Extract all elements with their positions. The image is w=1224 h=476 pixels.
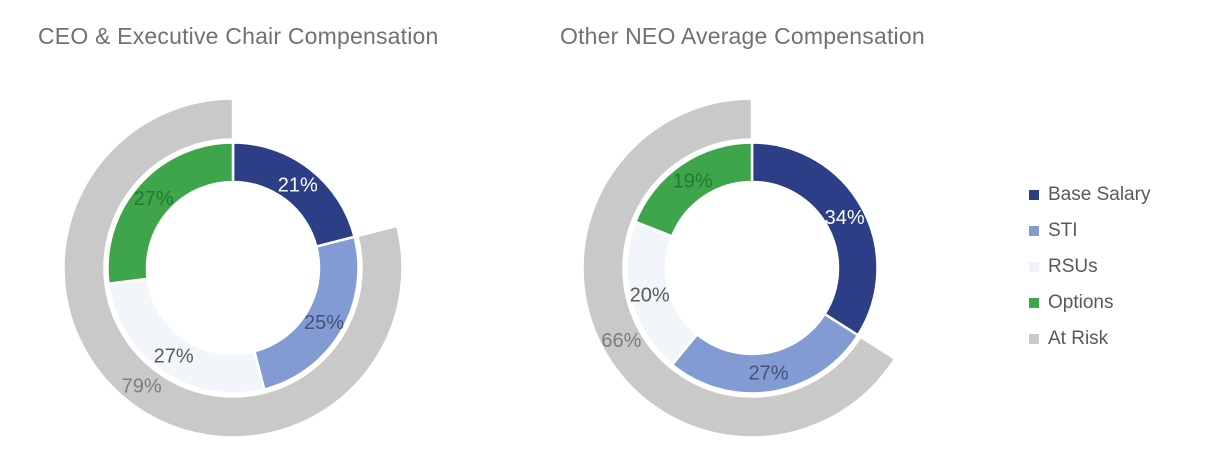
slice-label: 25% — [304, 312, 344, 334]
legend-item-rsus: RSUs — [1029, 249, 1150, 285]
at-risk-arc — [581, 97, 897, 439]
slice-label: 27% — [748, 362, 788, 384]
slice-label: 20% — [630, 284, 670, 306]
donut-slice-options — [633, 141, 754, 238]
legend-label-sti: STI — [1048, 220, 1078, 241]
slice-label: 27% — [154, 346, 194, 368]
legend-swatch-rsus-icon — [1029, 262, 1039, 272]
slice-label: 21% — [278, 174, 318, 196]
legend-label-at-risk: At Risk — [1048, 328, 1109, 349]
legend-item-base-salary: Base Salary — [1029, 177, 1150, 213]
slice-label: 19% — [673, 171, 713, 193]
legend-item-sti: STI — [1029, 213, 1150, 249]
donut-slice-options — [106, 141, 235, 286]
chart-title-ceo-exec-chair: CEO & Executive Chair Compensation — [38, 23, 439, 49]
slice-label: 66% — [601, 330, 641, 352]
legend-label-options: Options — [1048, 292, 1114, 313]
legend-swatch-base-salary-icon — [1029, 190, 1039, 200]
legend-item-at-risk: At Risk — [1029, 321, 1150, 357]
legend-swatch-options-icon — [1029, 298, 1039, 308]
legend-item-options: Options — [1029, 285, 1150, 321]
legend-swatch-at-risk-icon — [1029, 334, 1039, 344]
at-risk-arc — [62, 97, 404, 439]
donut-chart-ceo-exec-chair: 21% 25% 27% 27% 79% — [62, 97, 404, 439]
donut-slice-base-salary — [750, 141, 879, 337]
slice-label: 34% — [825, 207, 865, 229]
slice-label: 79% — [122, 376, 162, 398]
legend: Base Salary STI RSUs Options At Risk — [1029, 177, 1150, 357]
legend-swatch-sti-icon — [1029, 226, 1039, 236]
legend-label-rsus: RSUs — [1048, 256, 1098, 277]
chart-title-other-neo: Other NEO Average Compensation — [560, 23, 925, 49]
slice-label: 27% — [134, 188, 174, 210]
legend-label-base-salary: Base Salary — [1048, 184, 1151, 205]
donut-chart-other-neo: 34% 27% 20% 19% 66% — [581, 97, 897, 439]
